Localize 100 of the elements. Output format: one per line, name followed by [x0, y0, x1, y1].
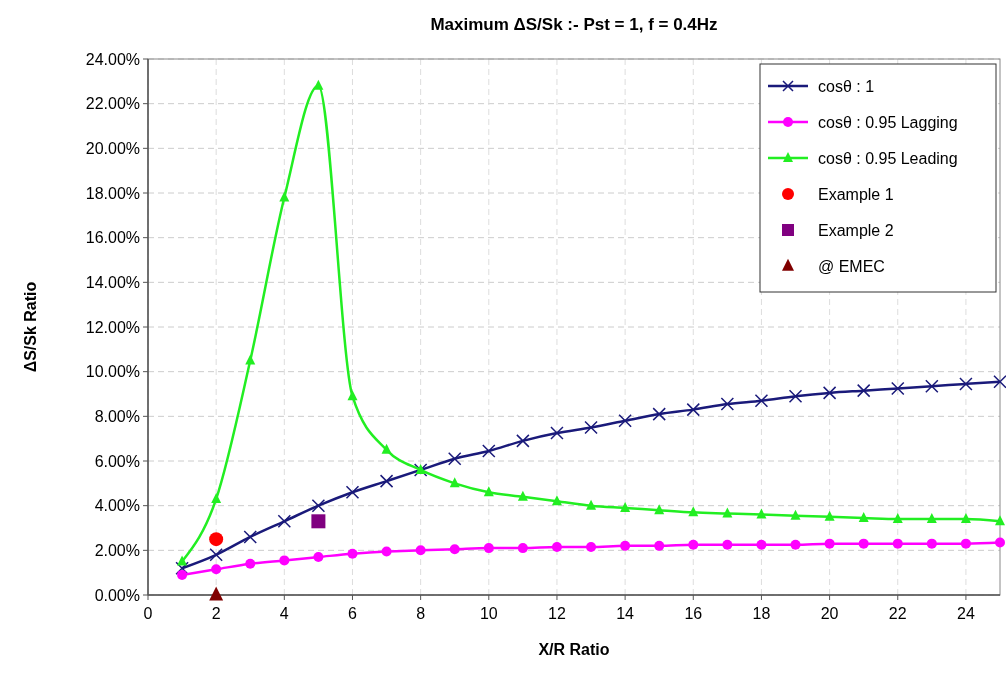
point: [688, 506, 699, 517]
point: [722, 507, 733, 518]
y-tick-label: 8.00%: [94, 407, 140, 425]
legend-label: @ EMEC: [818, 257, 885, 275]
point: [177, 569, 188, 580]
x-tick-label: 8: [416, 605, 426, 622]
point: [722, 539, 733, 550]
point: [345, 485, 360, 500]
point: [311, 498, 326, 513]
point: [995, 537, 1005, 548]
point: [686, 402, 701, 417]
point: [654, 540, 665, 551]
x-tick-label: 22: [888, 605, 907, 622]
x-tick-label: 2: [211, 605, 221, 622]
y-tick-label: 2.00%: [94, 541, 140, 559]
point: [381, 443, 392, 454]
point: [516, 434, 530, 448]
point: [449, 477, 460, 488]
x-tick-label: 24: [957, 605, 975, 622]
y-tick-label: 0.00%: [94, 586, 140, 604]
point: [449, 544, 460, 555]
point: [618, 414, 632, 428]
y-tick-label: 20.00%: [85, 139, 140, 157]
x-axis-title: X/R Ratio: [538, 641, 610, 658]
y-tick-label: 14.00%: [85, 273, 140, 291]
point: [926, 538, 937, 549]
point: [620, 501, 631, 512]
x-tick-label: 6: [348, 605, 358, 622]
point: [654, 504, 665, 515]
point: [754, 393, 769, 408]
point: [620, 540, 631, 551]
legend-label: cosθ : 1: [818, 77, 875, 95]
point: [277, 514, 292, 529]
point: [824, 538, 835, 549]
point: [245, 354, 256, 365]
legend-label: cosθ : 0.95 Lagging: [818, 113, 958, 131]
point: [381, 546, 392, 557]
point: [925, 379, 939, 393]
y-tick-label: 10.00%: [85, 363, 140, 381]
x-tick-label: 12: [548, 605, 566, 622]
point: [960, 513, 971, 524]
y-tick-label: 16.00%: [85, 229, 140, 247]
point: [279, 191, 290, 202]
point: [245, 558, 256, 569]
point: [790, 539, 801, 550]
x-tick-label: 4: [279, 605, 289, 622]
point: [311, 514, 326, 529]
point: [482, 444, 496, 458]
point: [517, 543, 528, 554]
point: [313, 552, 324, 563]
point: [584, 420, 598, 435]
point: [788, 389, 803, 403]
y-tick-label: 6.00%: [94, 452, 140, 470]
point: [177, 555, 188, 566]
y-tick-label: 22.00%: [85, 95, 140, 113]
point: [652, 407, 666, 421]
x-tick-label: 10: [479, 605, 498, 622]
point: [209, 586, 224, 601]
point: [756, 539, 767, 550]
point: [822, 386, 837, 400]
y-tick-label: 4.00%: [94, 497, 140, 515]
point: [586, 541, 597, 552]
point: [415, 545, 426, 556]
point: [892, 538, 903, 549]
point: [858, 538, 869, 549]
x-tick-label: 14: [616, 605, 635, 622]
point: [211, 492, 222, 503]
x-tick-label: 20: [820, 605, 839, 622]
point: [175, 561, 189, 575]
x-tick-label: 18: [752, 605, 771, 622]
point: [379, 474, 394, 488]
point: [551, 541, 562, 552]
point: [347, 390, 358, 401]
legend-label: Example 1: [818, 185, 894, 203]
point: [995, 515, 1005, 526]
point: [243, 530, 257, 544]
point: [313, 79, 324, 90]
point: [551, 495, 562, 506]
point: [279, 555, 290, 566]
point: [720, 397, 735, 411]
legend-label: cosθ : 0.95 Leading: [818, 149, 958, 167]
point: [517, 490, 528, 501]
y-tick-label: 18.00%: [85, 184, 140, 202]
x-tick-label: 16: [684, 605, 703, 622]
x-tick-label: 0: [143, 605, 153, 622]
y-tick-label: 12.00%: [85, 318, 140, 336]
point: [483, 486, 494, 497]
point: [858, 511, 869, 522]
point: [959, 377, 973, 391]
point: [892, 513, 903, 524]
point: [993, 374, 1006, 389]
point: [550, 426, 564, 440]
point: [211, 564, 222, 575]
legend-label: Example 2: [818, 221, 894, 239]
point: [926, 513, 937, 524]
point: [347, 548, 358, 559]
point: [483, 543, 494, 554]
point: [447, 452, 462, 466]
point: [756, 508, 767, 519]
point: [891, 381, 905, 396]
